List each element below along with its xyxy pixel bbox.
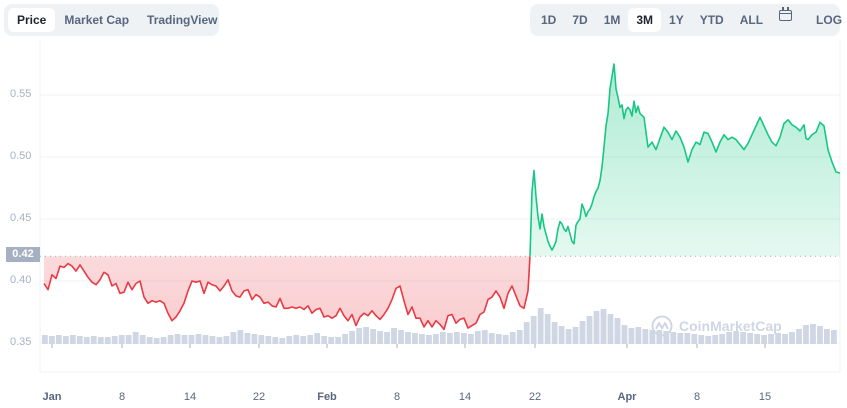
y-tick-label: 0.50 <box>10 150 32 162</box>
x-tick-label: 22 <box>252 391 266 403</box>
tab-tradingview[interactable]: TradingView <box>147 13 218 27</box>
log-scale-toggle[interactable]: LOG <box>816 13 843 27</box>
x-tick-label: 8 <box>693 391 701 403</box>
x-tick-label: 8 <box>118 391 126 403</box>
range-1m[interactable]: 1M <box>603 13 621 27</box>
chart-type-tabs: Price Market Cap TradingView <box>4 4 219 36</box>
current-price-marker: 0.42 <box>6 247 40 262</box>
range-all[interactable]: ALL <box>739 13 764 27</box>
x-tick-label: 22 <box>528 391 542 403</box>
x-tick-label: Apr <box>617 391 637 403</box>
range-ytd[interactable]: YTD <box>699 13 724 27</box>
range-tabs: 1D 7D 1M 3M 1Y YTD ALL LOG <box>530 4 842 36</box>
price-chart[interactable] <box>0 40 847 408</box>
range-3m[interactable]: 3M <box>628 8 662 32</box>
tab-price[interactable]: Price <box>8 8 56 32</box>
range-1y[interactable]: 1Y <box>669 13 684 27</box>
range-1d[interactable]: 1D <box>541 13 557 27</box>
tab-market-cap[interactable]: Market Cap <box>64 13 130 27</box>
y-tick-label: 0.45 <box>10 212 32 224</box>
y-tick-label: 0.35 <box>10 336 32 348</box>
date-range-button[interactable] <box>771 7 800 32</box>
calendar-icon <box>779 7 793 21</box>
y-tick-label: 0.55 <box>10 88 32 100</box>
x-tick-label: Jan <box>42 391 62 403</box>
coinmarketcap-logo-icon <box>651 315 673 337</box>
range-7d[interactable]: 7D <box>572 13 588 27</box>
x-tick-label: 15 <box>758 391 772 403</box>
x-tick-label: 14 <box>183 391 197 403</box>
x-tick-label: 8 <box>393 391 401 403</box>
x-tick-label: 14 <box>458 391 472 403</box>
x-tick-label: Feb <box>317 391 337 403</box>
y-tick-label: 0.40 <box>10 274 32 286</box>
coinmarketcap-watermark: CoinMarketCap <box>651 315 782 337</box>
